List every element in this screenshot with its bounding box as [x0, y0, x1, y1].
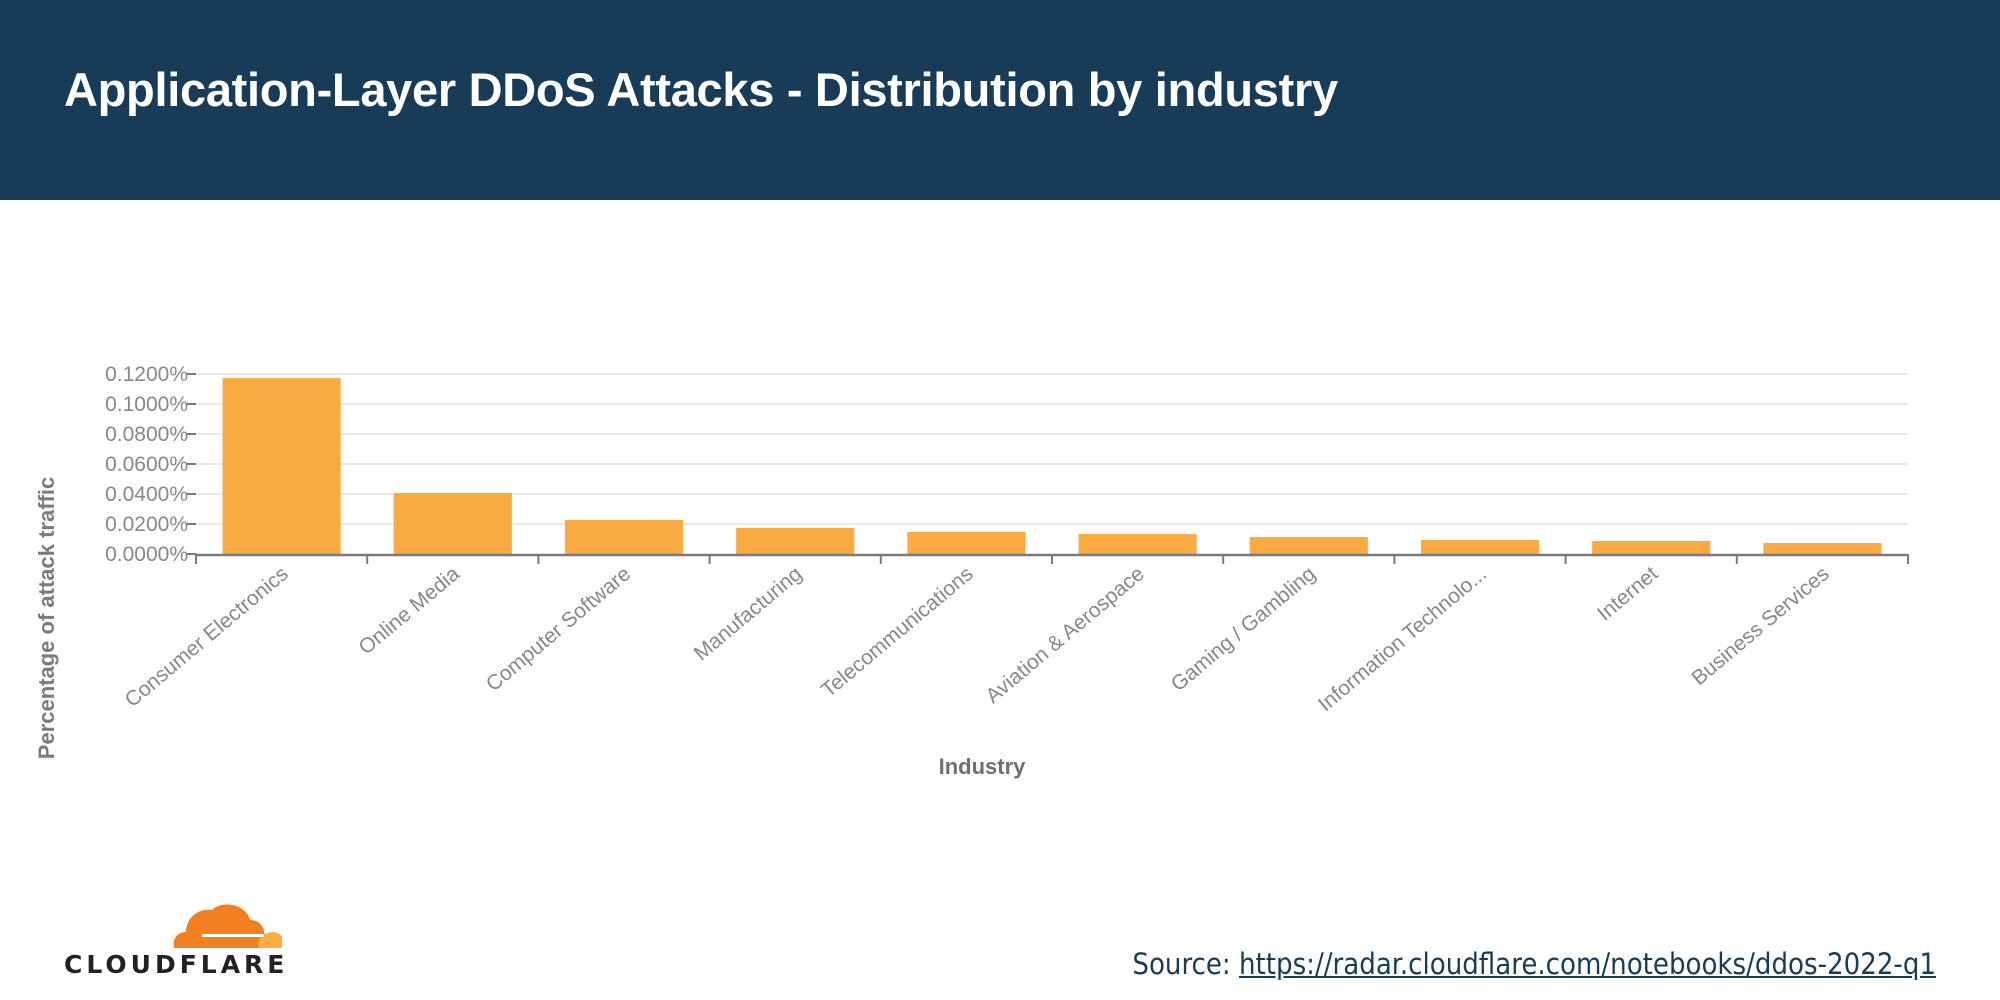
source-label: Source: [1132, 947, 1240, 981]
x-tick-label: Online Media [354, 562, 464, 659]
page-title: Application-Layer DDoS Attacks - Distrib… [64, 63, 1338, 116]
cloud-icon [173, 904, 282, 948]
y-axis-title: Percentage of attack traffic [34, 477, 59, 759]
bar [1763, 543, 1882, 554]
x-tick-label: Information Technolo... [1314, 562, 1491, 716]
bar [736, 528, 855, 554]
logo-wordmark: CLOUDFLARE [64, 950, 289, 979]
bar-chart: 0.0000% 0.0200% 0.0400% 0.0600% 0.0800% 0.100… [34, 363, 1909, 779]
source-line: Source: https://radar.cloudflare.com/not… [1132, 947, 1936, 981]
y-tick-label: 0.1000% [105, 393, 188, 416]
bar [1592, 540, 1711, 554]
x-tick-label: Manufacturing [690, 562, 807, 665]
bar [1249, 537, 1368, 554]
x-tick-label: Computer Software [482, 562, 635, 696]
bar [907, 531, 1026, 554]
bar [393, 492, 512, 554]
chart-area: 0.0000% 0.0200% 0.0400% 0.0600% 0.0800% 0.100… [0, 200, 2000, 900]
y-tick-label: 0.0800% [105, 423, 188, 446]
x-tick-label: Internet [1593, 562, 1662, 626]
y-tick-label: 0.1200% [105, 363, 188, 386]
bars [222, 378, 1882, 554]
bar [1078, 534, 1197, 554]
x-tick-label: Gaming / Gambling [1167, 562, 1320, 696]
y-tick-label: 0.0600% [105, 453, 188, 476]
header-banner: Application-Layer DDoS Attacks - Distrib… [0, 0, 2000, 200]
x-tick-label: Consumer Electronics [121, 562, 293, 712]
x-tick-labels: Consumer Electronics Online Media Computer… [121, 562, 1834, 716]
x-tick-label: Telecommunications [817, 562, 978, 702]
axes [186, 373, 1909, 564]
bar [564, 519, 684, 554]
bar [222, 378, 341, 554]
source-link[interactable]: https://radar.cloudflare.com/notebooks/d… [1239, 947, 1936, 981]
x-tick-label: Aviation & Aerospace [981, 562, 1148, 708]
cloudflare-logo: CLOUDFLARE [62, 898, 284, 979]
y-tick-label: 0.0200% [105, 513, 188, 536]
y-tick-label: 0.0000% [105, 543, 188, 566]
bar [1420, 540, 1540, 554]
x-axis-title: Industry [939, 754, 1027, 779]
x-tick-label: Business Services [1687, 562, 1833, 690]
y-tick-labels: 0.0000% 0.0200% 0.0400% 0.0600% 0.0800% 0.100… [105, 363, 188, 566]
y-tick-label: 0.0400% [105, 483, 188, 506]
